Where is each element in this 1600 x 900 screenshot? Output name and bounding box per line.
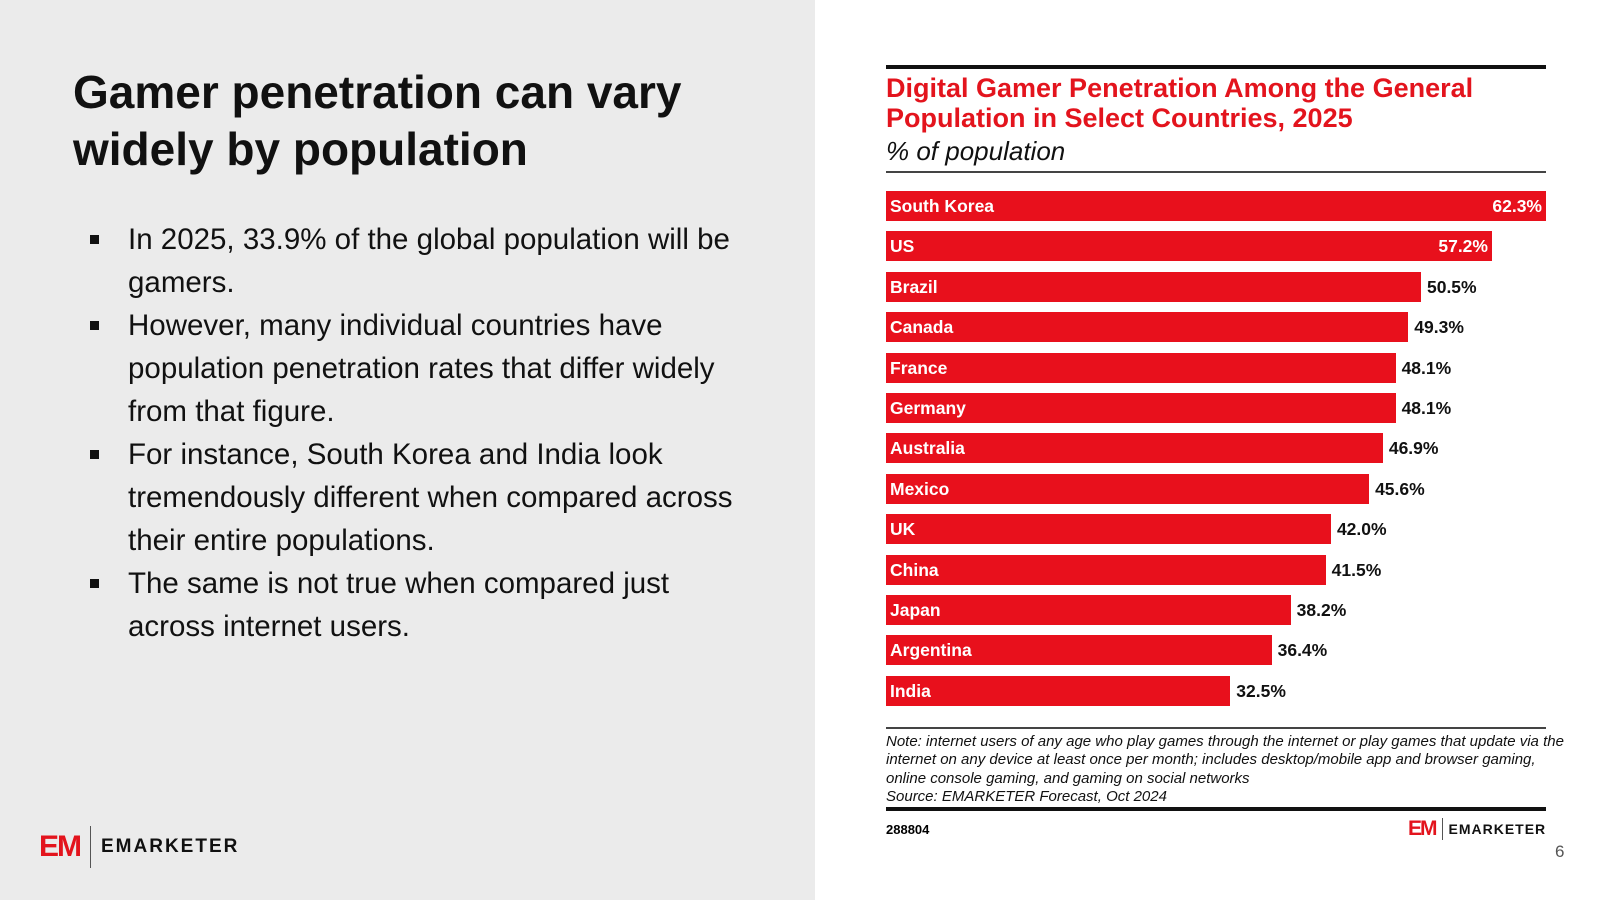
bar bbox=[886, 312, 1409, 343]
value-label: 50.5% bbox=[1426, 276, 1477, 297]
bar bbox=[886, 635, 1272, 666]
bar bbox=[886, 595, 1291, 625]
bar-row: US 57.2% bbox=[886, 231, 1546, 262]
chart-id: 288804 bbox=[886, 822, 930, 837]
category-label: France bbox=[890, 357, 948, 378]
bar bbox=[886, 393, 1396, 423]
bar-row: Germany 48.1% bbox=[886, 393, 1546, 423]
value-label: 45.6% bbox=[1375, 478, 1425, 499]
bar bbox=[886, 675, 1231, 706]
bar bbox=[886, 352, 1396, 383]
chart-note: Note: internet users of any age who play… bbox=[886, 733, 1564, 787]
bar bbox=[886, 473, 1370, 504]
bar-row: Mexico 45.6% bbox=[886, 473, 1546, 504]
bullet-square-icon bbox=[90, 579, 99, 588]
value-label: 46.9% bbox=[1388, 438, 1439, 459]
bar-row: UK 42.0% bbox=[886, 514, 1546, 545]
category-label: India bbox=[890, 680, 931, 701]
bar bbox=[886, 271, 1421, 302]
bar-row: France 48.1% bbox=[886, 352, 1546, 383]
chart-subtitle: % of population bbox=[886, 136, 1066, 166]
value-label: 41.5% bbox=[1331, 559, 1382, 580]
value-label: 48.1% bbox=[1401, 398, 1452, 418]
chart-emarketer-logo: EM EMARKETER bbox=[1408, 817, 1546, 841]
chart-bottom-rule bbox=[886, 807, 1546, 811]
page-number: 6 bbox=[1555, 842, 1565, 861]
value-label: 32.5% bbox=[1236, 680, 1286, 701]
value-label: 36.4% bbox=[1277, 640, 1328, 661]
emarketer-logo: EM EMARKETER bbox=[39, 826, 239, 868]
category-label: Brazil bbox=[890, 276, 938, 297]
logo-wordmark: EMARKETER bbox=[1448, 821, 1547, 837]
value-label: 57.2% bbox=[1438, 236, 1488, 257]
category-label: Argentina bbox=[890, 640, 972, 661]
bar-row: Canada 49.3% bbox=[886, 312, 1546, 343]
category-label: Canada bbox=[890, 317, 954, 338]
bullet-item: In 2025, 33.9% of the global population … bbox=[90, 218, 760, 304]
bullet-square-icon bbox=[90, 235, 99, 244]
bar bbox=[886, 433, 1383, 464]
bar bbox=[886, 231, 1492, 262]
category-label: South Korea bbox=[890, 196, 995, 216]
category-label: Australia bbox=[890, 438, 965, 459]
note-rule bbox=[886, 727, 1546, 729]
chart-subtitle-rule bbox=[886, 171, 1546, 173]
bullet-square-icon bbox=[90, 450, 99, 459]
bar bbox=[886, 191, 1546, 221]
bullet-text: For instance, South Korea and India look… bbox=[128, 438, 733, 557]
bar-row: Argentina 36.4% bbox=[886, 635, 1546, 666]
logo-divider bbox=[1441, 818, 1443, 840]
value-label: 62.3% bbox=[1492, 196, 1542, 216]
value-label: 49.3% bbox=[1414, 317, 1464, 338]
chart-notes: Note: internet users of any age who play… bbox=[886, 733, 1566, 806]
value-label: 38.2% bbox=[1296, 600, 1347, 620]
bullet-item: The same is not true when compared just … bbox=[90, 562, 760, 648]
left-panel bbox=[0, 0, 815, 900]
bar-row: South Korea 62.3% bbox=[886, 191, 1546, 221]
bar bbox=[886, 514, 1331, 545]
bar-row: Japan 38.2% bbox=[886, 595, 1546, 625]
bullet-item: However, many individual countries have … bbox=[90, 304, 760, 433]
category-label: China bbox=[890, 559, 939, 580]
bullet-text: In 2025, 33.9% of the global population … bbox=[128, 223, 730, 299]
chart-title: Digital Gamer Penetration Among the Gene… bbox=[886, 73, 1474, 133]
bar-row: Brazil 50.5% bbox=[886, 271, 1546, 302]
category-label: Japan bbox=[890, 600, 941, 620]
chart-source: Source: EMARKETER Forecast, Oct 2024 bbox=[886, 787, 1167, 805]
slide-title: Gamer penetration can vary widely by pop… bbox=[73, 66, 682, 175]
bar bbox=[886, 554, 1326, 585]
bullet-square-icon bbox=[90, 321, 99, 330]
category-label: Germany bbox=[890, 398, 966, 418]
bullet-item: For instance, South Korea and India look… bbox=[90, 433, 760, 562]
category-label: US bbox=[890, 236, 915, 257]
chart-top-rule bbox=[886, 65, 1546, 69]
bullet-list: In 2025, 33.9% of the global population … bbox=[90, 218, 760, 648]
bar-row: Australia 46.9% bbox=[886, 433, 1546, 464]
logo-mark: EM bbox=[1408, 817, 1437, 840]
category-label: UK bbox=[890, 519, 916, 540]
bullet-text: The same is not true when compared just … bbox=[128, 567, 670, 643]
value-label: 48.1% bbox=[1401, 357, 1452, 378]
category-label: Mexico bbox=[890, 478, 950, 499]
bar-row: China 41.5% bbox=[886, 554, 1546, 585]
logo-wordmark: EMARKETER bbox=[101, 836, 240, 857]
bar-row: India 32.5% bbox=[886, 675, 1546, 706]
logo-mark: EM bbox=[39, 830, 82, 863]
logo-divider bbox=[90, 826, 91, 868]
bullet-text: However, many individual countries have … bbox=[128, 309, 715, 428]
value-label: 42.0% bbox=[1336, 519, 1387, 540]
